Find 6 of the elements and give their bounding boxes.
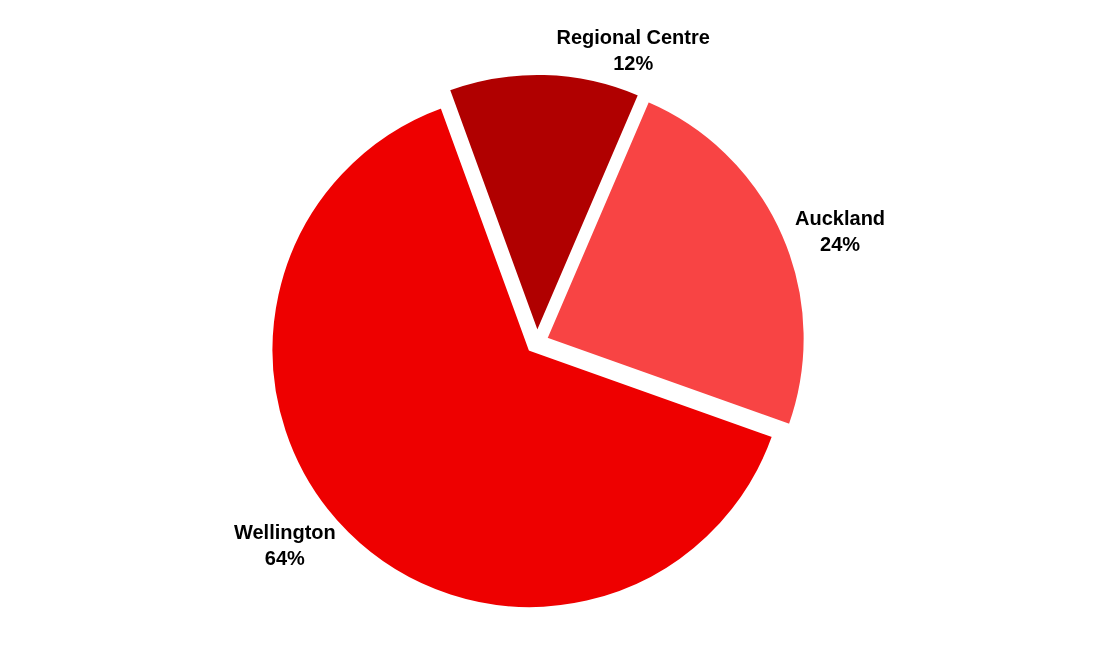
slice-label: Regional Centre	[556, 26, 710, 49]
data-label: 24%	[820, 233, 861, 256]
slice-label: Auckland	[795, 207, 886, 230]
data-label: 12%	[613, 52, 654, 75]
data-label: 64%	[264, 547, 306, 570]
slice-label: Wellington	[233, 521, 336, 544]
